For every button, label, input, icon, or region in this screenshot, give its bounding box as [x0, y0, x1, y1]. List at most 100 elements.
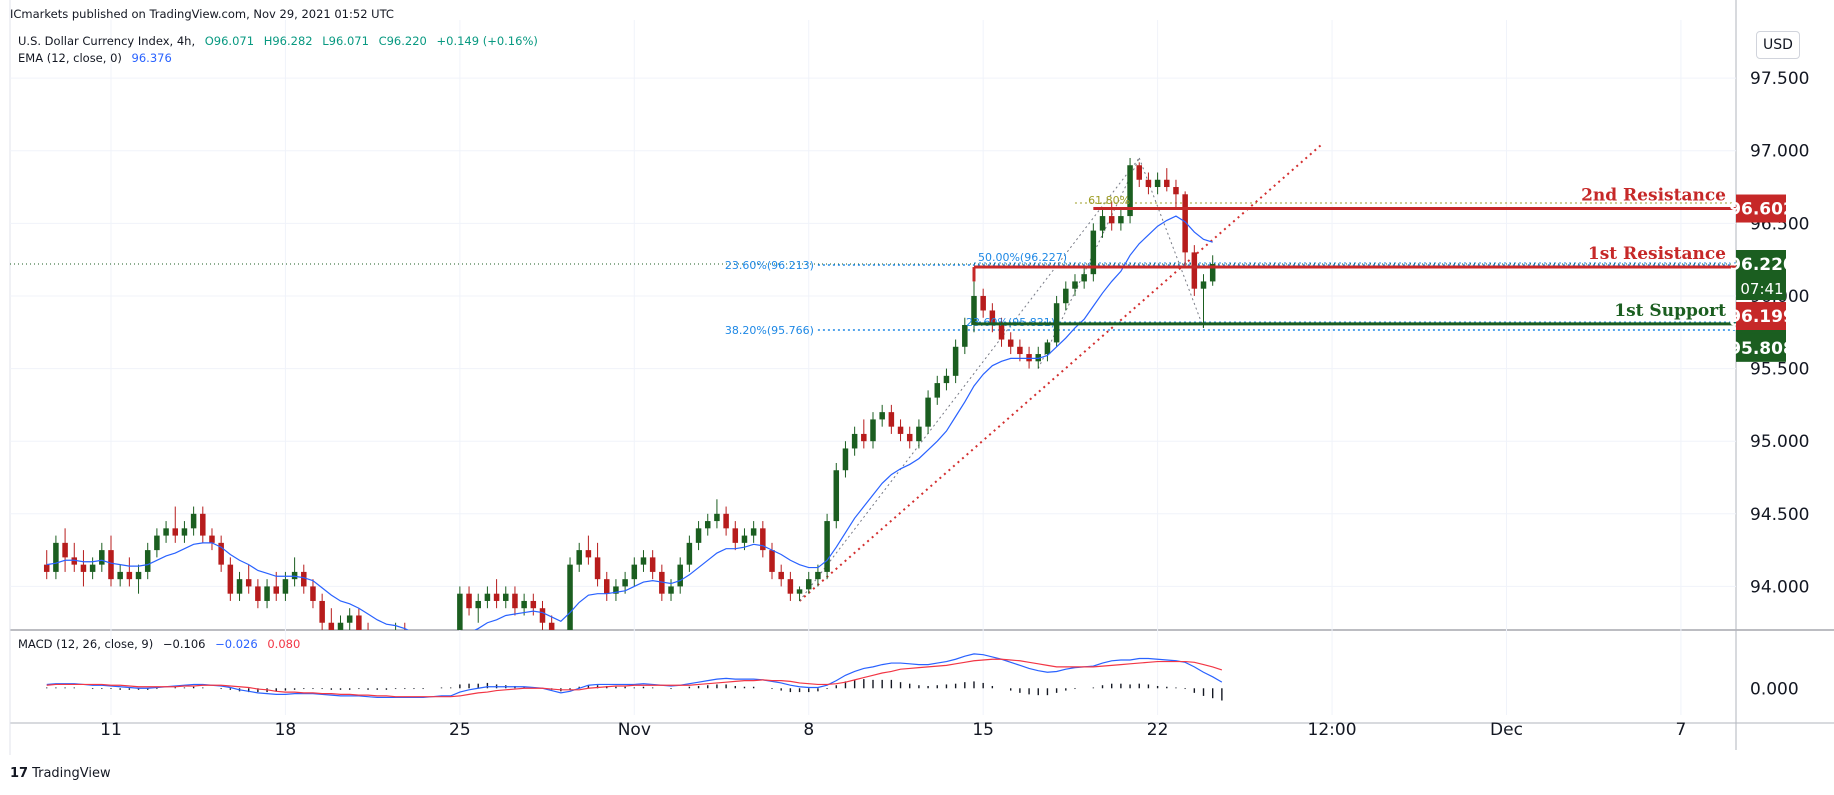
candle-body: [750, 528, 757, 536]
fib-50-label: 50.00%(96.227): [978, 251, 1067, 264]
candle-body: [1072, 281, 1078, 289]
symbol-label: U.S. Dollar Currency Index, 4h,: [18, 34, 196, 48]
candle-body: [805, 579, 812, 590]
low-value: L96.071: [322, 34, 369, 48]
close-value: C96.220: [378, 34, 427, 48]
candle-body: [989, 310, 996, 325]
macd-hist-value: −0.106: [162, 637, 206, 651]
1st-support-label: 1st Support: [1614, 301, 1726, 321]
last-price-value: 96.220: [1729, 255, 1795, 275]
tradingview-footer: 17 TradingView: [10, 766, 111, 781]
y-tick-label: 95.000: [1750, 432, 1809, 452]
y-tick-label: 94.000: [1750, 577, 1809, 597]
candle-body: [1090, 230, 1097, 275]
x-tick-label: 12:00: [1308, 720, 1357, 740]
candle-body: [943, 375, 950, 384]
candle-body: [1154, 179, 1161, 188]
candle-body: [1017, 346, 1023, 355]
candle-body: [209, 535, 215, 543]
x-tick-label: 11: [100, 720, 122, 740]
plot-background: [10, 20, 1736, 715]
candle-body: [273, 586, 279, 594]
y-tick-label: 95.500: [1750, 360, 1809, 380]
candle-body: [1026, 354, 1032, 362]
ema-line: [46, 215, 1213, 630]
candle-body: [649, 557, 656, 572]
fib-guide-1: [799, 157, 1140, 602]
candle-body: [897, 426, 904, 434]
last-price-badge: [1736, 250, 1786, 300]
candle-body: [521, 600, 527, 609]
fib-23-label: 23.60%(96.213): [725, 259, 814, 272]
candle-body: [236, 579, 243, 594]
x-tick-label: 8: [803, 720, 814, 740]
first-resistance-badge-bg: [1736, 302, 1786, 330]
candle-body: [89, 564, 96, 572]
macd-signal-line: [46, 658, 1223, 698]
candle-body: [310, 586, 316, 601]
candle-body: [62, 542, 68, 558]
candle-body: [732, 528, 739, 543]
candle-body: [356, 615, 362, 630]
candle-body: [631, 564, 638, 580]
candle-body: [475, 600, 481, 609]
candle-body: [218, 542, 224, 565]
high-value: H96.282: [263, 34, 313, 48]
candle-body: [135, 571, 142, 580]
candle-body: [585, 550, 592, 558]
candle-body: [1044, 342, 1051, 355]
candle-body: [760, 528, 766, 551]
main-pane-group: [10, 142, 1736, 630]
candle-body: [172, 528, 179, 536]
fib-guide-2: [1037, 157, 1140, 369]
candle-body: [1182, 194, 1188, 253]
candle-body: [576, 550, 582, 565]
candle-body: [144, 550, 151, 572]
candle-body: [888, 412, 895, 427]
macd-line-value: −0.026: [215, 637, 258, 651]
support-badge-value: 95.808: [1729, 339, 1795, 359]
first-resistance-badge-value: 96.199: [1729, 307, 1795, 327]
candle-body: [1173, 187, 1179, 195]
candle-body: [1081, 274, 1087, 282]
x-tick-label: 22: [1147, 720, 1169, 740]
candle-body: [190, 513, 197, 529]
candle-body: [1035, 354, 1042, 362]
candle-body: [1063, 288, 1069, 304]
candle-body: [1007, 339, 1014, 347]
candle-body: [117, 571, 123, 580]
open-value: O96.071: [204, 34, 255, 48]
candle-body: [640, 557, 647, 565]
candle-body: [163, 528, 169, 536]
candle-body: [971, 295, 977, 325]
candle-body: [796, 589, 803, 594]
candle-body: [934, 383, 941, 398]
currency-button[interactable]: USD: [1756, 31, 1800, 59]
candle-body: [604, 579, 610, 594]
candle-body: [255, 586, 261, 601]
candle-body: [1136, 165, 1142, 180]
macd-label: MACD (12, 26, close, 9): [18, 637, 154, 651]
candle-body: [622, 579, 628, 587]
candle-body: [677, 564, 683, 587]
2nd-resistance-badge: [1736, 194, 1786, 223]
ema-value: 96.376: [131, 51, 172, 65]
candle-body: [769, 550, 775, 572]
candle-body: [466, 593, 472, 609]
2nd-resistance-label: 2nd Resistance: [1581, 186, 1726, 206]
y-tick-label: 97.000: [1750, 142, 1809, 162]
candle-body: [787, 579, 794, 594]
candle-body: [1200, 281, 1207, 289]
candle-body: [704, 521, 711, 529]
candle-body: [594, 557, 601, 580]
candle-body: [71, 557, 78, 565]
1st-resistance-label: 1st Resistance: [1588, 244, 1726, 264]
candle-body: [512, 593, 518, 609]
candle-body: [539, 608, 546, 623]
candle-body: [962, 325, 968, 347]
ema-label: EMA (12, close, 0): [18, 51, 122, 65]
candle-body: [842, 448, 849, 471]
candle-body: [200, 513, 206, 536]
